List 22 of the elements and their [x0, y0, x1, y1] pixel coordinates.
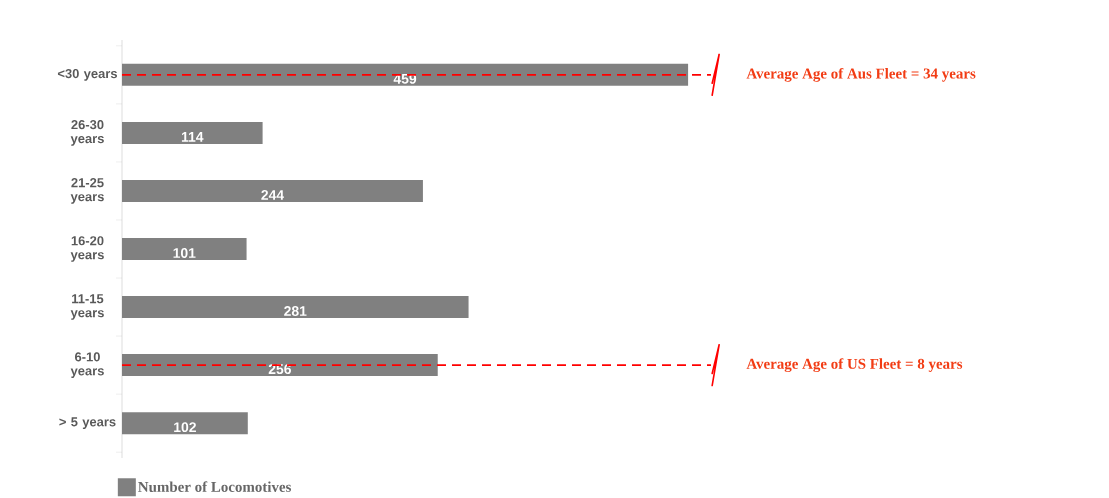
y-tick-label: > 5 years — [59, 417, 116, 429]
y-tick-label: 11-15 years — [70, 294, 104, 320]
bar — [122, 121, 263, 144]
ref-line-label: Average Age of US Fleet = 8 years — [746, 358, 963, 373]
legend-label: Number of Locomotives — [138, 481, 292, 492]
bar — [122, 296, 469, 319]
data-label: 101 — [173, 248, 196, 258]
y-tick-label: 6-10 years — [70, 352, 104, 378]
bar — [122, 238, 247, 260]
bar — [122, 179, 423, 202]
data-label: 114 — [181, 132, 204, 142]
data-label: 281 — [284, 306, 307, 316]
data-label: 244 — [261, 190, 285, 200]
bar — [122, 354, 438, 377]
y-tick-label: 16-20 years — [70, 236, 104, 262]
y-tick-label: 21-25 years — [70, 178, 104, 204]
y-tick-label: <30 years — [57, 68, 117, 81]
bar — [122, 412, 248, 435]
y-tick-label: 26-30 years — [70, 120, 104, 146]
bar — [122, 63, 689, 86]
ref-line-label: Average Age of Aus Fleet = 34 years — [746, 67, 976, 82]
data-label: 102 — [174, 422, 196, 433]
